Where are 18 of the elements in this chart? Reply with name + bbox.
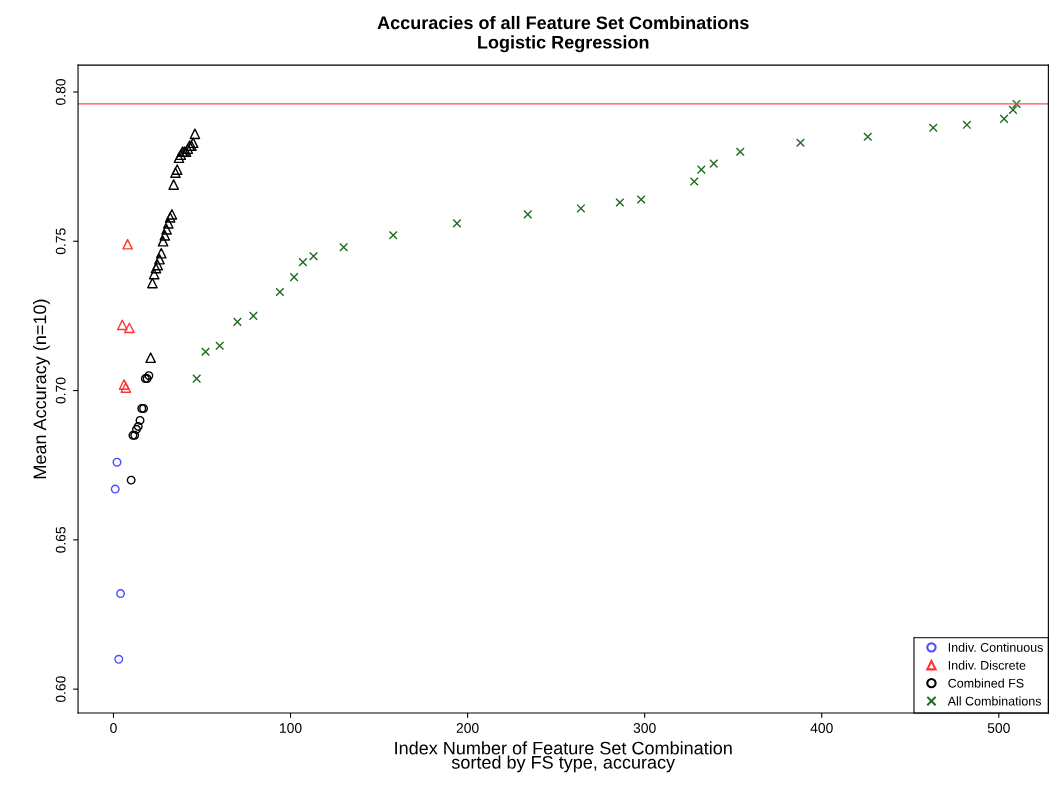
x-tick-label: 400 (810, 723, 833, 733)
x-tick-label: 0 (110, 723, 117, 733)
y-tick-label: 0.60 (55, 676, 66, 703)
x-axis-title: Index Number of Feature Set Combination sorted by FS type, accuracy (395, 741, 732, 773)
y-tick-label: 0.75 (55, 228, 66, 255)
legend-label: Indiv. Continuous (948, 642, 1043, 652)
x-tick-label: 100 (280, 723, 302, 733)
legend-label: Combined FS (948, 678, 1024, 688)
x-tick-label: 300 (633, 723, 656, 733)
legend-label: All Combinations (947, 696, 1042, 706)
y-tick-label: 0.65 (55, 526, 66, 553)
chart-title: Accuracies of all Feature Set Combinations Logistic Regression (377, 15, 749, 53)
y-tick-label: 0.80 (55, 79, 66, 105)
x-tick-label: 500 (987, 723, 1010, 733)
x-tick-label: 200 (456, 723, 479, 733)
legend-label: Indiv. Discrete (948, 660, 1026, 670)
y-tick-label: 0.70 (55, 377, 66, 404)
y-axis-title: Mean Accuracy (n=10) (32, 299, 50, 479)
